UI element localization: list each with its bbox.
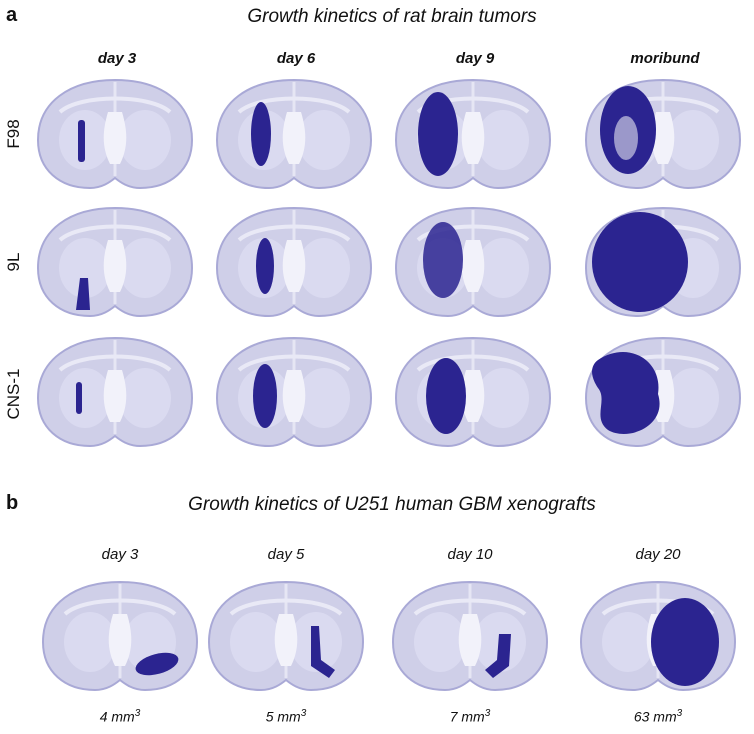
brain-section-a-r3-c3 [388,330,558,452]
volume-day3: 4 mm3 [99,708,141,725]
panel-a-title: Growth kinetics of rat brain tumors [247,6,537,27]
brain-section-a-r1-c4 [578,72,748,194]
brain-section-b-c4 [573,574,743,696]
panel-b-col-day20: day 20 [635,546,681,563]
panel-a-col-day9: day 9 [455,50,495,67]
panel-a-letter: a [6,4,18,26]
brain-section-b-c2 [201,574,371,696]
panel-b-col-day10: day 10 [447,546,493,563]
panel-b-title: Growth kinetics of U251 human GBM xenogr… [188,494,596,515]
brain-section-a-r2-c1 [30,200,200,322]
panel-b-col-day3: day 3 [101,546,139,563]
brain-section-a-r2-c2 [209,200,379,322]
panel-b-col-day5: day 5 [267,546,305,563]
brain-section-a-r1-c1 [30,72,200,194]
brain-section-a-r1-c3 [388,72,558,194]
brain-section-b-c3 [385,574,555,696]
row-label-cns1: CNS-1 [4,368,23,420]
brain-section-a-r2-c3 [388,200,558,322]
volume-day20: 63 mm3 [633,708,683,725]
panel-a-col-day6: day 6 [276,50,316,67]
brain-section-b-c1 [35,574,205,696]
brain-section-a-r3-c2 [209,330,379,452]
panel-a-col-day3: day 3 [97,50,137,67]
row-label-f98: F98 [4,119,23,149]
panel-a-col-moribund: moribund [630,50,700,67]
brain-section-a-r3-c1 [30,330,200,452]
brain-section-a-r2-c4 [578,200,748,322]
panel-b-letter: b [6,492,19,514]
brain-section-a-r3-c4 [578,330,748,452]
row-label-9l: 9L [4,252,23,272]
brain-section-a-r1-c2 [209,72,379,194]
volume-day5: 5 mm3 [265,708,307,725]
volume-day10: 7 mm3 [449,708,491,725]
